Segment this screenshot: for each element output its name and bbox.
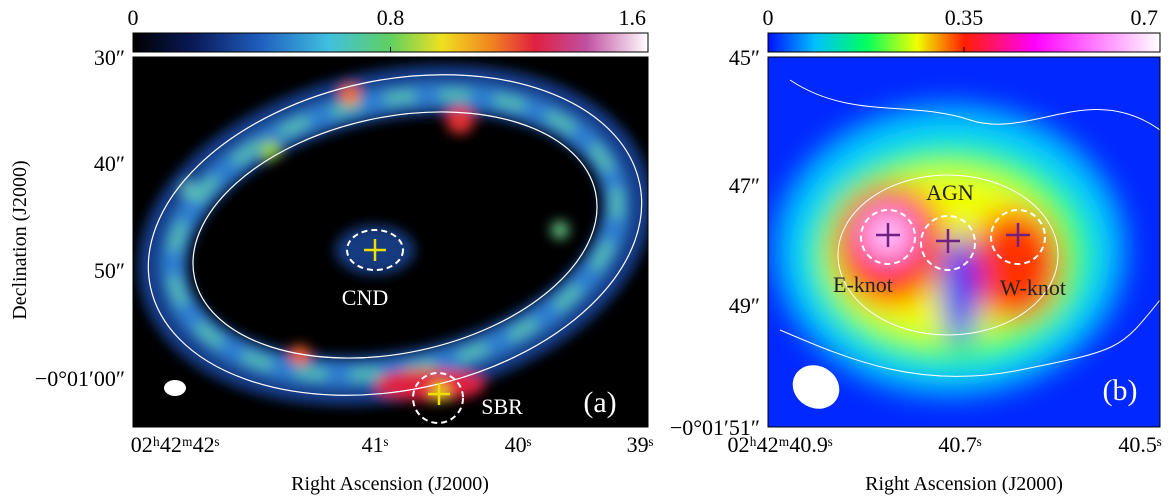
- colorbar-tick-label: 0.7: [1131, 5, 1159, 30]
- annotation: E-knot: [833, 272, 893, 297]
- frame: [132, 56, 649, 428]
- y-axis-label: Declination (J2000): [9, 160, 31, 319]
- y-tick-label: 30″: [94, 45, 125, 70]
- annotation: CND: [342, 285, 388, 310]
- x-tick-label: 02ʰ42ᵐ42ˢ: [131, 432, 220, 457]
- y-tick-label: 40″: [94, 151, 125, 176]
- annotation: SBR: [481, 394, 523, 419]
- colorbar-tick-label: 1.6: [619, 5, 647, 30]
- x-tick-label: 40.7ˢ: [938, 432, 982, 457]
- annotation: W-knot: [1000, 275, 1066, 300]
- map-a: [133, 57, 648, 427]
- colorbar-tick-label: 0.8: [377, 5, 405, 30]
- x-tick-label: 39ˢ: [627, 432, 654, 457]
- x-tick-label: 41ˢ: [362, 432, 389, 457]
- colorbar-tick-label: 0.35: [945, 5, 984, 30]
- y-tick-label: −0°01′00″: [35, 366, 125, 391]
- annotation: AGN: [926, 180, 974, 205]
- map-b: [768, 57, 1160, 427]
- colorbar-tick-label: 0: [763, 5, 774, 30]
- y-tick-label: 47″: [729, 173, 760, 198]
- x-tick-label: 02ʰ42ᵐ40.9ˢ: [728, 432, 833, 457]
- x-axis-label: Right Ascension (J2000): [865, 473, 1063, 495]
- x-axis-label: Right Ascension (J2000): [291, 473, 489, 495]
- x-tick-label: 40ˢ: [505, 432, 532, 457]
- y-tick-label: 50″: [94, 258, 125, 283]
- y-tick-label: 45″: [729, 45, 760, 70]
- panel-label: (b): [1103, 374, 1138, 407]
- colorbar-tick-label: 0: [128, 5, 139, 30]
- y-tick-label: −0°01′51″: [670, 415, 760, 440]
- x-tick-label: 40.5ˢ: [1118, 432, 1162, 457]
- y-tick-label: 49″: [729, 293, 760, 318]
- panel-label: (a): [583, 386, 616, 419]
- frame: [767, 56, 1161, 428]
